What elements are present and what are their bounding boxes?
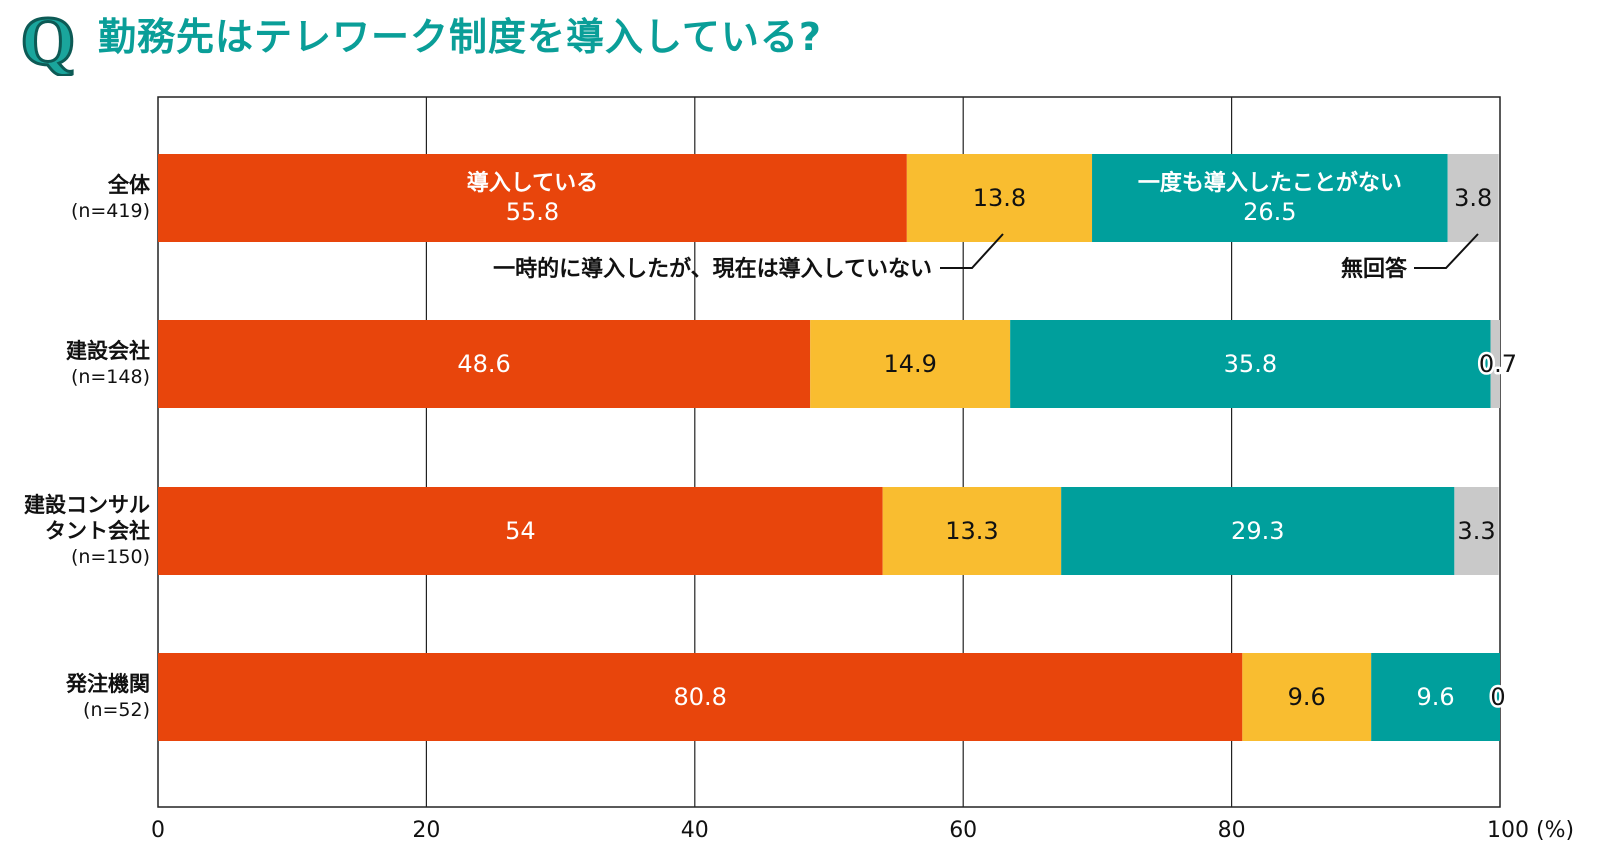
- bar-discontinued: [906, 154, 1093, 242]
- bar-never: [1061, 487, 1455, 575]
- plot-frame: [157, 96, 1501, 808]
- data-label-discontinued: 9.6: [1288, 683, 1326, 711]
- data-label-no_answer: 0.7: [1479, 350, 1517, 378]
- legend-label-discontinued: 一時的に導入したが、現在は導入していない: [493, 256, 932, 282]
- data-label-discontinued: 13.3: [945, 517, 998, 545]
- bar-no_answer: [1490, 320, 1500, 408]
- data-label-implemented: 55.8: [506, 198, 559, 226]
- data-label-no_answer: 0: [1490, 683, 1505, 711]
- data-label-never: 9.6: [1416, 683, 1454, 711]
- bar-implemented: [158, 154, 907, 242]
- category-sample-size: (n=419): [70, 200, 150, 222]
- q-badge-letter: Q: [21, 6, 75, 76]
- x-axis-unit-label: 100 (%): [1487, 818, 1574, 843]
- category-sample-size: (n=148): [70, 366, 150, 388]
- data-label-never: 26.5: [1243, 198, 1296, 226]
- bar-implemented: [158, 320, 811, 408]
- bar-no_answer: [1454, 487, 1499, 575]
- bar-no_answer: [1447, 154, 1499, 242]
- bar-never: [1371, 653, 1500, 741]
- bar-implemented: [158, 653, 1243, 741]
- bar-discontinued: [1242, 653, 1372, 741]
- category-name: 建設コンサル: [24, 493, 150, 517]
- data-label-never: 29.3: [1231, 517, 1284, 545]
- inbar-series-name-implemented: 導入している: [467, 170, 598, 196]
- category-label: 全体 (n=419): [71, 172, 150, 224]
- data-label-no_answer: 3.8: [1454, 184, 1492, 212]
- callout-line-discontinued: [940, 233, 1004, 269]
- category-sample-size: (n=150): [70, 546, 150, 568]
- bar-implemented: [158, 487, 883, 575]
- category-name: 発注機関: [66, 672, 150, 696]
- data-label-discontinued: 13.8: [973, 184, 1026, 212]
- legend-label-no_answer: 無回答: [1341, 256, 1408, 282]
- bar-discontinued: [882, 487, 1062, 575]
- data-label-discontinued: 14.9: [883, 350, 936, 378]
- bar-never: [1092, 154, 1448, 242]
- x-tick-label: 80: [1218, 818, 1246, 843]
- category-label: 建設会社 (n=148): [66, 338, 150, 390]
- category-name: 全体: [108, 173, 150, 197]
- data-label-no_answer: 3.3: [1457, 517, 1495, 545]
- category-name: タント会社: [45, 519, 150, 543]
- q-badge-icon: Q: [19, 6, 76, 76]
- category-label: 発注機関 (n=52): [66, 671, 150, 723]
- callout-line-no_answer: [1414, 233, 1479, 269]
- data-label-implemented: 54: [505, 517, 536, 545]
- bar-never: [1010, 320, 1491, 408]
- category-label: 建設コンサル タント会社 (n=150): [24, 492, 150, 570]
- x-tick-label: 0: [151, 818, 165, 843]
- category-name: 建設会社: [66, 339, 150, 363]
- bar-discontinued: [810, 320, 1011, 408]
- inbar-series-name-never: 一度も導入したことがない: [1138, 170, 1402, 196]
- x-tick-label: 40: [681, 818, 709, 843]
- page-title: 勤務先はテレワーク制度を導入している?: [98, 15, 822, 59]
- category-sample-size: (n=52): [83, 699, 150, 721]
- x-tick-label: 60: [949, 818, 977, 843]
- data-label-implemented: 48.6: [457, 350, 510, 378]
- data-label-never: 35.8: [1224, 350, 1277, 378]
- x-tick-label: 20: [412, 818, 440, 843]
- data-label-implemented: 80.8: [673, 683, 726, 711]
